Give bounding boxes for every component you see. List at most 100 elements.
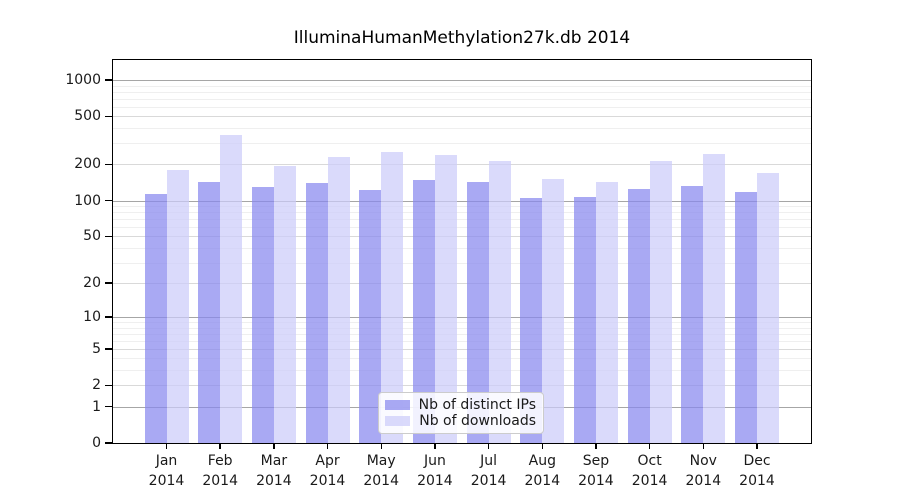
bar-downloads (703, 153, 726, 443)
x-tick-mark (487, 443, 490, 449)
x-tick-year: 2014 (578, 473, 614, 489)
y-tick-label: 1 (92, 398, 101, 415)
x-tick-month: Jun (423, 453, 446, 469)
x-tick-label: Apr 2014 (296, 451, 360, 491)
x-tick-mark (165, 443, 168, 449)
bar-downloads (542, 179, 565, 443)
x-tick-month: Nov (689, 453, 717, 469)
x-tick-label: Sep 2014 (564, 451, 628, 491)
bar-distinct-ips (627, 189, 650, 443)
legend-swatch-distinct-ips-icon (385, 400, 410, 410)
x-tick-month: Sep (582, 453, 610, 469)
x-tick-label: Oct 2014 (618, 451, 682, 491)
gridline-minor (113, 340, 811, 342)
y-tick-label: 20 (83, 275, 101, 291)
y-tick-mark (105, 405, 112, 408)
gridline-minor (113, 219, 811, 220)
x-tick-mark (648, 443, 651, 449)
x-tick-year: 2014 (309, 473, 346, 489)
x-tick-mark (434, 443, 436, 449)
y-tick-label: 200 (74, 156, 101, 173)
x-tick-year: 2014 (631, 473, 668, 489)
x-tick-year: 2014 (148, 473, 185, 489)
y-tick-label: 50 (83, 228, 101, 245)
x-tick-year: 2014 (202, 473, 238, 489)
x-tick-month: Mar (260, 453, 288, 469)
gridline-major (113, 236, 811, 238)
gridline-minor (113, 327, 811, 329)
x-tick-month: Jan (155, 453, 178, 469)
gridline-major (113, 317, 811, 318)
bar-distinct-ips (520, 198, 543, 443)
gridline-major (113, 116, 811, 118)
x-tick-label: Jan 2014 (135, 451, 199, 491)
x-tick-mark (756, 443, 758, 449)
y-tick-mark (105, 282, 112, 284)
bar-distinct-ips (412, 179, 435, 443)
gridline-minor (113, 143, 811, 145)
x-tick-label: May 2014 (349, 451, 413, 491)
gridline-minor (113, 247, 811, 249)
gridline-minor (113, 128, 811, 129)
x-tick-year: 2014 (417, 473, 453, 489)
x-tick-month: Dec (743, 453, 771, 469)
x-tick-month: May (366, 453, 396, 469)
x-tick-mark (702, 443, 704, 449)
x-tick-label: Jul 2014 (457, 451, 521, 491)
x-tick-label: Jun 2014 (403, 451, 467, 491)
y-tick-label: 10 (83, 309, 101, 325)
x-tick-mark (595, 443, 597, 449)
y-tick-label: 0 (92, 435, 101, 451)
legend: Nb of distinct IPs Nb of downloads (378, 392, 544, 434)
gridline-minor (113, 262, 811, 264)
gridline-major (113, 385, 811, 387)
x-tick-mark (273, 443, 275, 449)
bar-downloads (381, 152, 404, 443)
x-tick-month: Aug (528, 453, 556, 469)
x-tick-year: 2014 (739, 473, 775, 489)
y-tick-label: 1000 (65, 71, 101, 88)
y-tick-label: 500 (74, 108, 101, 125)
plot-area (113, 60, 811, 443)
gridline-minor (113, 227, 811, 228)
y-tick-mark (105, 79, 112, 81)
x-tick-label: Mar 2014 (242, 451, 306, 491)
gridline-minor (113, 212, 811, 214)
gridline-major (113, 283, 811, 284)
y-tick-mark (105, 384, 112, 386)
gridline-minor (113, 85, 811, 87)
y-tick-mark (105, 235, 112, 238)
x-tick-mark (541, 443, 543, 449)
y-tick-label: 5 (92, 340, 101, 357)
bar-distinct-ips (144, 193, 167, 443)
x-tick-year: 2014 (685, 473, 722, 489)
gridline-minor (113, 206, 811, 207)
bar-distinct-ips (251, 186, 274, 443)
x-tick-year: 2014 (363, 473, 399, 489)
x-tick-label: Dec 2014 (725, 451, 789, 491)
x-tick-month: Jul (480, 453, 498, 469)
bar-downloads (649, 160, 672, 443)
gridline-major (113, 348, 811, 350)
y-tick-mark (105, 348, 112, 350)
legend-entry-distinct-ips: Nb of distinct IPs (385, 397, 536, 413)
x-tick-month: Feb (207, 453, 233, 469)
x-tick-year: 2014 (470, 473, 507, 489)
y-tick-label: 100 (74, 192, 101, 209)
x-tick-year: 2014 (524, 473, 561, 489)
y-tick-mark (105, 163, 112, 166)
y-tick-mark (105, 442, 112, 444)
legend-label-downloads: Nb of downloads (419, 413, 536, 429)
x-tick-label: Nov 2014 (671, 451, 735, 491)
chart-title: IlluminaHumanMethylation27k.db 2014 (293, 28, 631, 48)
x-tick-year: 2014 (256, 473, 292, 489)
gridline-minor (113, 333, 811, 335)
y-tick-mark (105, 316, 112, 318)
gridline-minor (113, 91, 811, 93)
x-tick-label: Feb 2014 (188, 451, 252, 491)
bar-downloads (595, 181, 618, 443)
gridline-major (113, 164, 811, 166)
x-tick-month: Oct (637, 453, 662, 469)
gridline-minor (113, 358, 811, 360)
